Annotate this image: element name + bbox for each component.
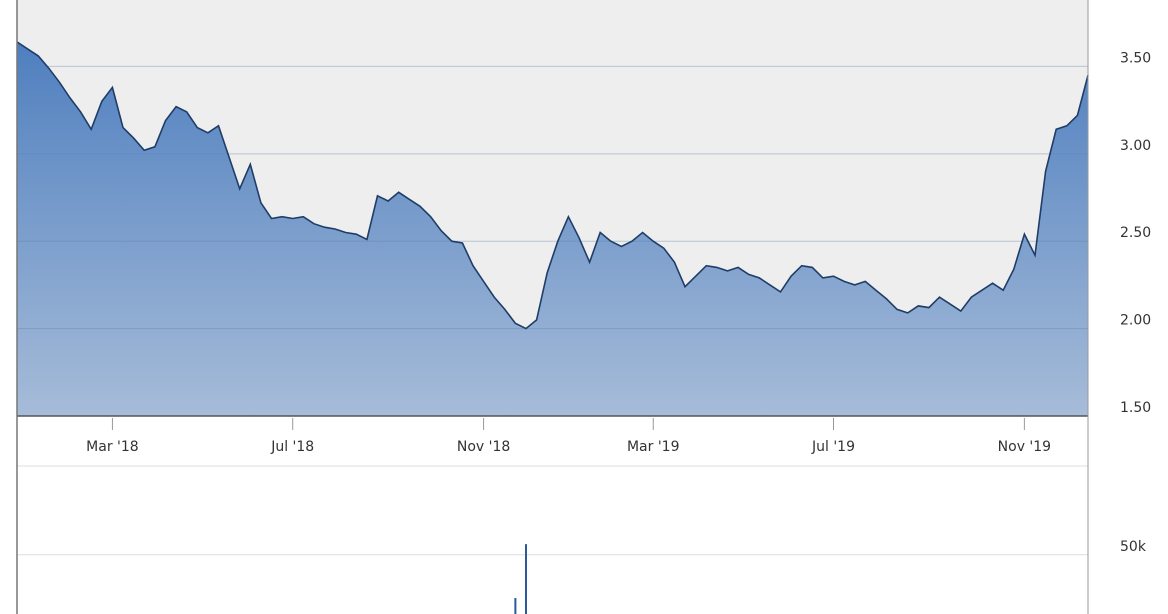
x-tick-label: Mar '19 [627, 439, 680, 455]
price-line [16, 41, 1089, 330]
y-tick-label: 2.00 [1120, 313, 1151, 329]
volume-bar [524, 544, 527, 614]
price-area [17, 41, 1088, 417]
y-tick-label: 3.50 [1120, 50, 1151, 66]
volume-background [17, 466, 1088, 614]
x-tick-label: Nov '18 [457, 439, 510, 455]
volume-bar [514, 598, 517, 614]
y-tick-label: 50k [1120, 539, 1147, 555]
x-tick-label: Jul '18 [270, 439, 314, 455]
x-tick-label: Mar '18 [86, 439, 139, 455]
y-tick-label: 1.50 [1120, 400, 1151, 416]
x-tick-label: Jul '19 [811, 439, 855, 455]
x-tick-label: Nov '19 [998, 439, 1051, 455]
y-tick-label: 3.00 [1120, 138, 1151, 154]
y-tick-label: 2.50 [1120, 225, 1151, 241]
